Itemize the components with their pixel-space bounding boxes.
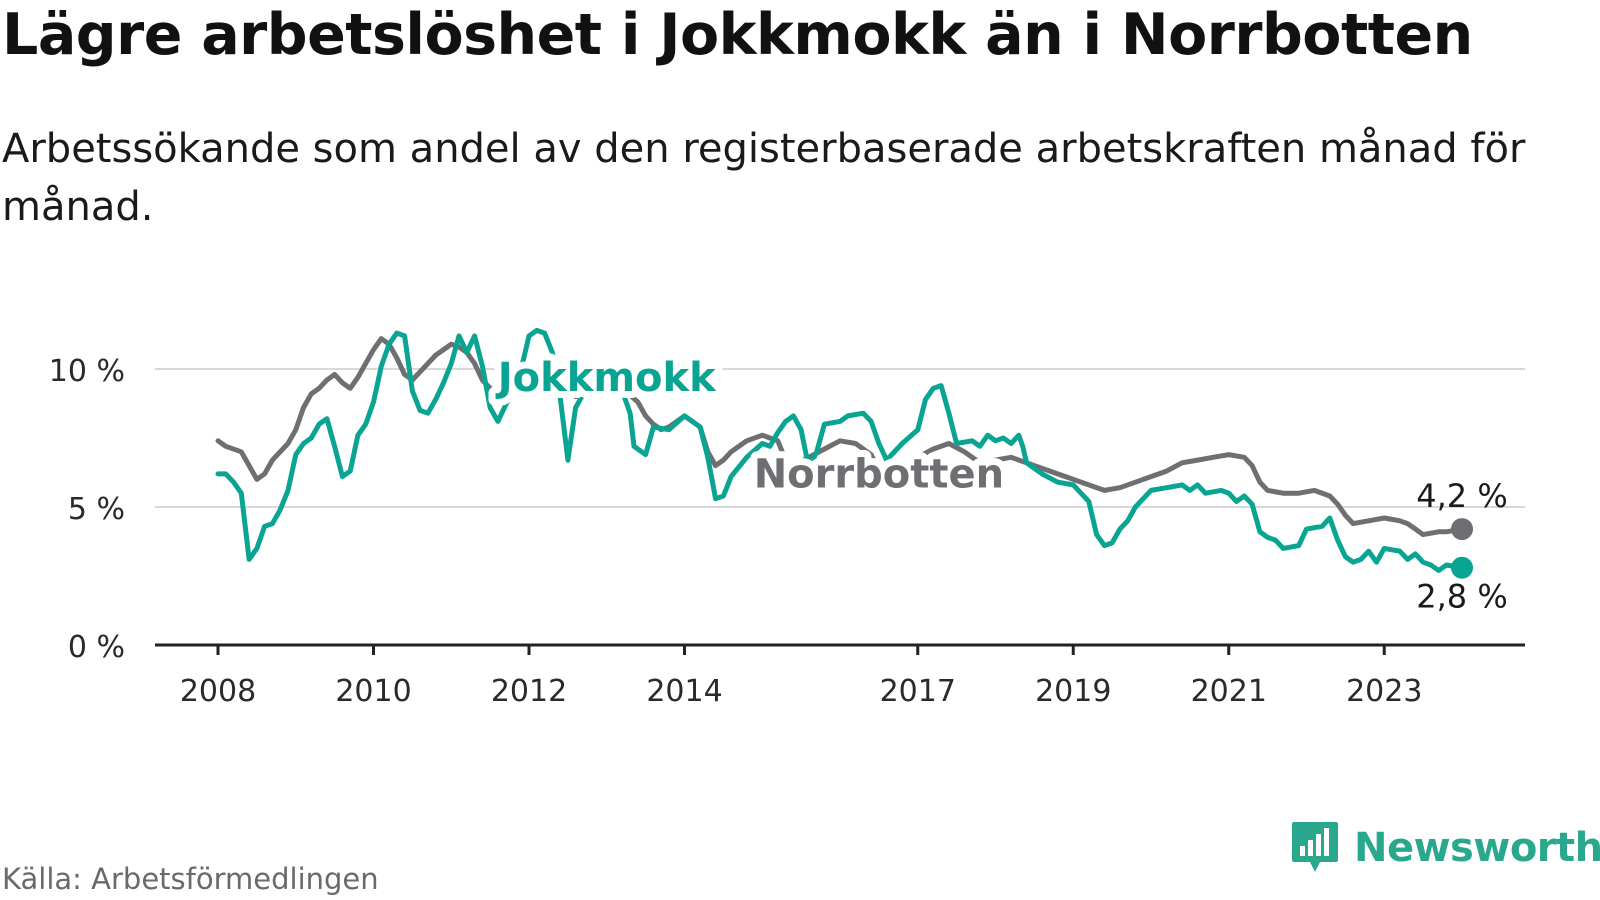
line-chart: 0 % 5 % 10 % 2008 2010 2012 2014 2017 2019 2021 20… bbox=[49, 327, 1525, 709]
brand-name: Newsworthy bbox=[1354, 825, 1600, 871]
brand-logo-group[interactable]: Newsworthy bbox=[1290, 820, 1600, 876]
x-tick-label: 2010 bbox=[335, 674, 411, 709]
grid-lines bbox=[155, 368, 1525, 508]
x-tick-label: 2019 bbox=[1035, 674, 1111, 709]
axes: 0 % 5 % 10 % 2008 2010 2012 2014 2017 2019 2021 20… bbox=[49, 354, 1525, 709]
x-tick-label: 2017 bbox=[880, 674, 956, 709]
x-tick-label: 2008 bbox=[180, 674, 256, 709]
series-name-jokkmokk: Jokkmokk bbox=[495, 355, 717, 401]
x-tick-label: 2023 bbox=[1346, 674, 1422, 709]
x-tick-label: 2014 bbox=[646, 674, 722, 709]
series-lines bbox=[215, 327, 1473, 579]
x-tick-label: 2021 bbox=[1191, 674, 1267, 709]
end-point-norrbotten bbox=[1451, 518, 1473, 541]
series-name-norrbotten: Norrbotten bbox=[754, 452, 1004, 498]
chart-title: Lägre arbetslöshet i Jokkmokk än i Norrb… bbox=[2, 2, 1473, 68]
y-tick-label: 0 % bbox=[68, 630, 125, 665]
newsworthy-logo-icon bbox=[1292, 822, 1338, 872]
series-line-jokkmokk bbox=[215, 327, 1465, 573]
end-point-jokkmokk bbox=[1451, 556, 1473, 579]
x-tick-label: 2012 bbox=[491, 674, 567, 709]
series-line-norrbotten bbox=[215, 336, 1465, 538]
end-label-norrbotten: 4,2 % bbox=[1416, 477, 1507, 515]
y-tick-label: 5 % bbox=[68, 492, 125, 527]
chart-subtitle: Arbetssökande som andel av den registerb… bbox=[2, 126, 1526, 230]
source-note: Källa: Arbetsförmedlingen bbox=[2, 862, 379, 896]
end-label-jokkmokk: 2,8 % bbox=[1416, 578, 1507, 616]
series-labels: 4,2 % 2,8 % Norrbotten Jokkmokk bbox=[488, 348, 1508, 616]
y-tick-label: 10 % bbox=[49, 354, 125, 389]
